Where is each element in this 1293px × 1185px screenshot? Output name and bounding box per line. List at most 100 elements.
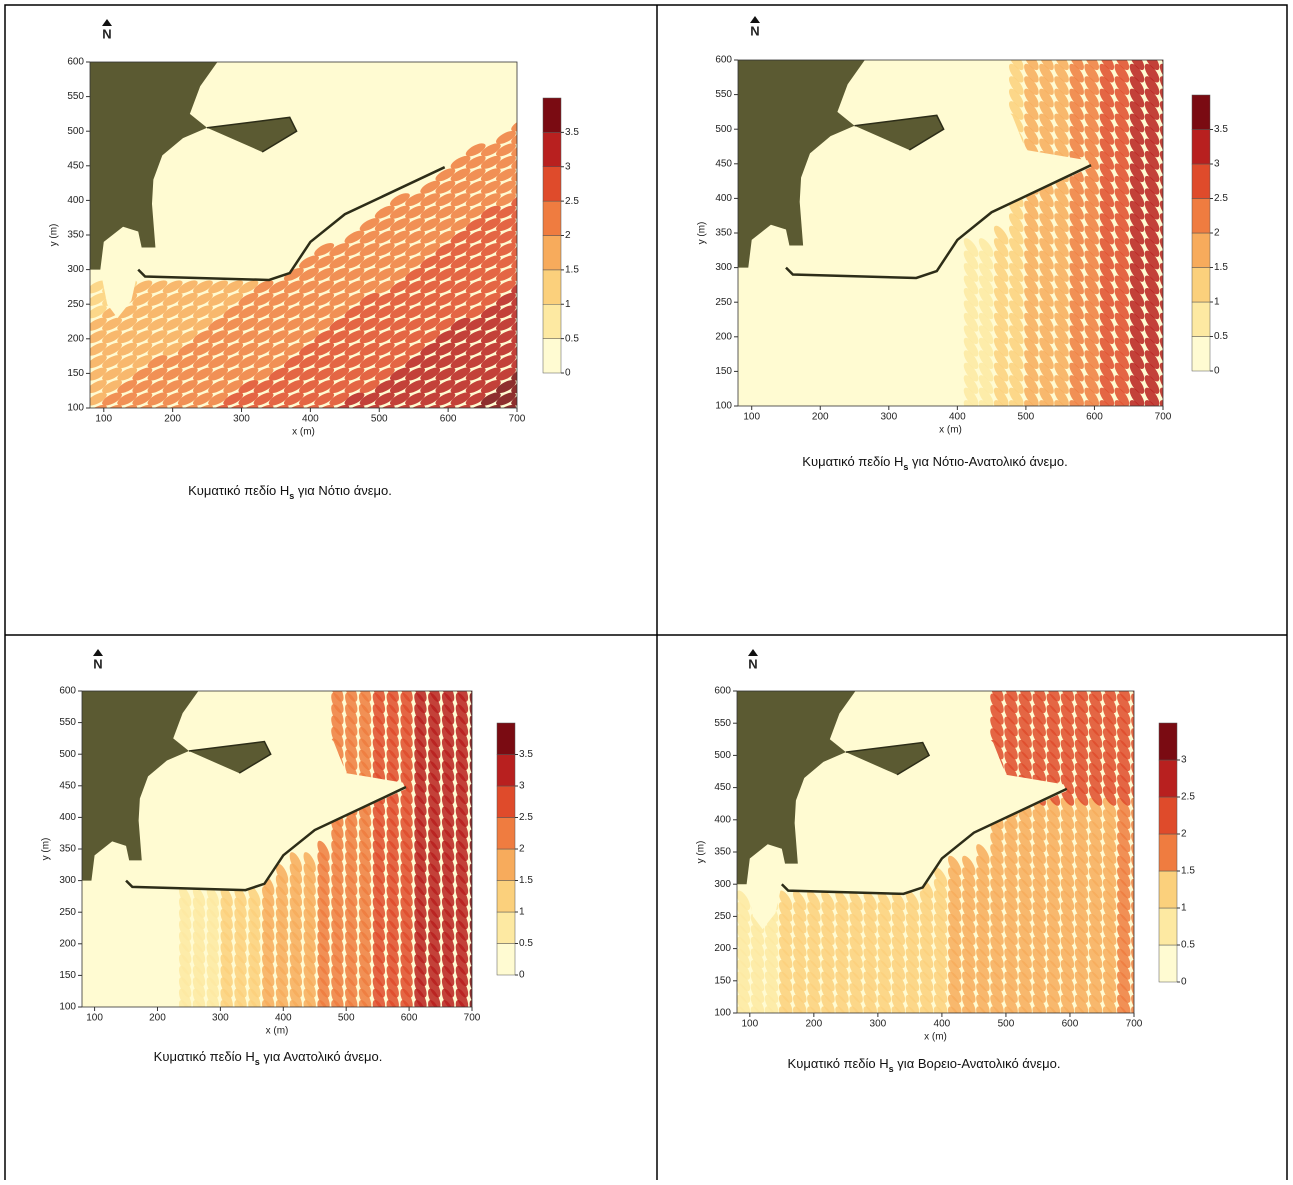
wave-crest xyxy=(178,977,192,998)
wave-crest xyxy=(374,305,395,319)
wave-crest xyxy=(1099,175,1115,195)
wave-crest xyxy=(1117,762,1131,783)
wave-crest xyxy=(863,960,877,980)
wave-crest xyxy=(117,380,138,394)
wave-crest xyxy=(496,143,516,157)
wave-crest xyxy=(1144,138,1160,158)
wave-crest xyxy=(147,292,168,306)
wave-crest xyxy=(389,342,410,356)
wave-crest xyxy=(400,874,413,896)
wave-crest xyxy=(220,931,233,953)
wave-crest xyxy=(372,943,386,964)
wave-crest xyxy=(208,305,229,319)
wave-crest xyxy=(1088,936,1103,957)
wave-crest xyxy=(919,913,934,934)
wave-crest xyxy=(1060,936,1075,957)
wave-crest xyxy=(345,817,358,839)
wave-crest xyxy=(253,292,274,306)
wave-crest xyxy=(1046,809,1061,829)
wave-crest xyxy=(1074,948,1089,969)
wave-crest xyxy=(1069,200,1084,220)
wave-crest xyxy=(465,342,486,356)
breakwater xyxy=(125,785,407,892)
wave-crest xyxy=(414,738,427,759)
wave-crest xyxy=(919,983,934,1003)
wave-crest xyxy=(990,878,1004,899)
wave-crest xyxy=(420,380,441,394)
wave-crest xyxy=(919,936,934,957)
wave-crest xyxy=(345,909,358,930)
wave-crest xyxy=(372,897,386,918)
wave-crest xyxy=(441,954,455,975)
panel: 100 200 300 400 500 600 7001001502002503003504… xyxy=(697,16,1228,472)
wave-crest xyxy=(386,886,399,907)
x-tick-label: 400 xyxy=(275,1013,292,1024)
wave-crest xyxy=(1039,63,1054,83)
wave-crest xyxy=(441,691,455,702)
wave-crest xyxy=(1039,101,1054,120)
wave-crest xyxy=(372,817,386,839)
wave-crest xyxy=(1084,375,1100,394)
wave-crest xyxy=(162,317,183,331)
wave-crest xyxy=(933,902,948,922)
wave-crest xyxy=(441,715,455,736)
wave-crest xyxy=(428,817,441,839)
wave-crest xyxy=(147,367,168,381)
x-tick-label: 700 xyxy=(509,414,526,425)
wave-crest xyxy=(1099,300,1115,320)
wave-crest xyxy=(455,1000,469,1007)
colorbar-bin xyxy=(496,722,516,755)
wave-crest xyxy=(737,983,751,1003)
wave-crest xyxy=(750,936,765,957)
north-label: N xyxy=(102,26,111,41)
wave-crest xyxy=(1032,936,1046,957)
colorbar-bin xyxy=(542,166,562,202)
wave-crest xyxy=(400,909,413,930)
y-tick-label: 400 xyxy=(59,812,76,823)
wave-crest xyxy=(1024,60,1039,71)
wave-crest xyxy=(234,886,247,907)
wave-crest xyxy=(208,355,229,369)
y-tick-label: 400 xyxy=(67,195,84,206)
wave-crest xyxy=(147,330,168,344)
wave-crest xyxy=(993,225,1009,245)
wave-crest xyxy=(1129,63,1145,83)
wave-crest xyxy=(990,832,1004,853)
wave-crest xyxy=(386,863,399,884)
wave-crest xyxy=(1008,325,1024,345)
wave-crest xyxy=(978,275,994,295)
wave-crest xyxy=(1144,150,1160,170)
wave-crest xyxy=(317,920,330,941)
wave-crest xyxy=(821,1006,835,1013)
wave-crest xyxy=(1074,960,1089,980)
wave-crest xyxy=(1117,716,1131,737)
wave-crest xyxy=(1069,375,1084,394)
wave-crest xyxy=(414,726,427,748)
wave-crest xyxy=(441,840,455,862)
wave-crest xyxy=(193,367,213,381)
wave-crest xyxy=(737,936,751,957)
wave-crest xyxy=(299,392,319,406)
wave-crest xyxy=(1144,60,1160,71)
wave-crest xyxy=(1004,960,1018,980)
wave-crest xyxy=(465,355,486,369)
wave-crest xyxy=(374,355,395,369)
wave-crest xyxy=(345,691,358,702)
wave-crest xyxy=(238,355,259,369)
wave-crest xyxy=(1074,878,1089,899)
wave-crest xyxy=(962,913,976,934)
wave-crest xyxy=(192,897,206,918)
wave-crest xyxy=(978,238,994,257)
caption-subscript: s xyxy=(289,491,294,501)
wave-crest xyxy=(344,392,365,406)
wave-crest xyxy=(1024,350,1039,370)
colorbar-tick-label: 3.5 xyxy=(565,127,579,138)
wave-crest xyxy=(428,692,441,714)
wave-crest xyxy=(835,913,849,934)
wave-crest xyxy=(1024,238,1039,257)
wave-crest xyxy=(289,920,303,941)
wave-crest xyxy=(262,897,275,918)
wave-crest xyxy=(807,890,821,911)
wave-crest xyxy=(1046,1006,1061,1013)
wave-crest xyxy=(919,925,934,945)
